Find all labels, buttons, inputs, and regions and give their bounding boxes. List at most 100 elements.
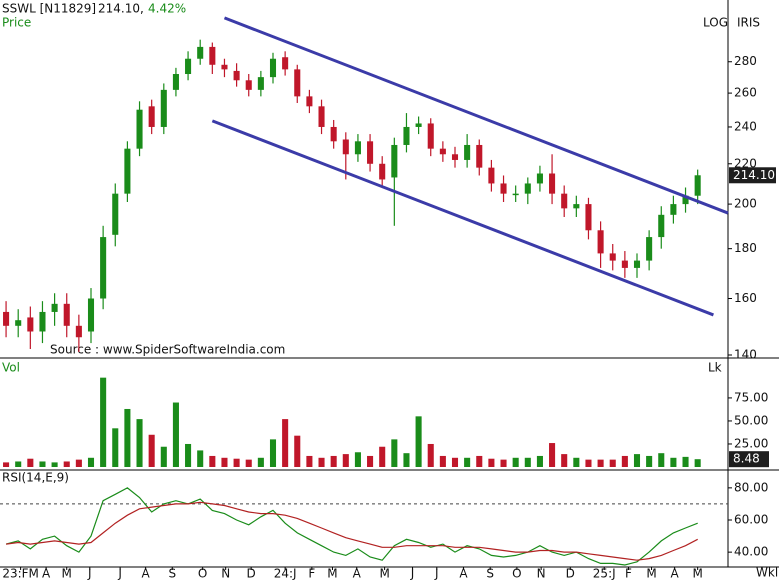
volume-bar	[658, 453, 665, 467]
volume-bar	[670, 457, 677, 467]
quote: 214.10,	[98, 2, 144, 16]
y-tick-label: 180	[734, 241, 757, 255]
trend-line	[211, 119, 714, 317]
candle-body	[427, 123, 434, 149]
trend-line	[223, 16, 729, 215]
panel-label: Price	[2, 16, 31, 30]
candle-body	[342, 139, 349, 155]
volume-bar	[561, 454, 568, 467]
y-tick-label: 80.00	[734, 480, 768, 494]
candle-body	[367, 141, 374, 164]
volume-bar	[75, 459, 82, 467]
volume-bar	[197, 450, 204, 467]
volume-bar	[512, 457, 519, 467]
volume-bar	[87, 457, 95, 467]
candle-body	[391, 144, 398, 178]
volume-bar	[476, 455, 483, 467]
volume-bar	[464, 457, 471, 467]
x-tick-label: 25:J	[593, 567, 616, 581]
candle-body	[51, 303, 58, 312]
candle-body	[646, 237, 653, 261]
y-tick-label: 240	[734, 119, 757, 133]
candle-body	[39, 311, 46, 332]
volume-bar	[597, 459, 604, 467]
volume-bar	[403, 453, 410, 467]
volume-bar	[451, 457, 459, 467]
volume-bar	[282, 419, 289, 467]
candle-body	[245, 80, 252, 90]
candle-body	[658, 214, 665, 238]
volume-bar	[609, 459, 616, 467]
candle-body	[209, 46, 216, 65]
last-volume-label: 8.48	[733, 452, 760, 466]
volume-bar	[633, 454, 641, 467]
volume-bar	[585, 459, 592, 467]
x-tick-label: J	[117, 567, 122, 581]
volume-bar	[646, 455, 653, 467]
candle-body	[464, 144, 471, 160]
y-tick-label: 280	[734, 54, 757, 68]
volume-bar	[354, 452, 361, 467]
volume-bar	[100, 377, 107, 467]
volume-bar	[439, 455, 446, 467]
rsi-line	[5, 487, 698, 566]
candle-body	[136, 109, 143, 149]
x-tick-label: F	[308, 567, 315, 581]
volume-bar	[39, 461, 46, 467]
candle-body	[27, 317, 34, 332]
candle-body	[282, 57, 289, 70]
volume-bar	[488, 458, 495, 467]
x-tick-label: D	[247, 567, 256, 581]
volume-bar	[3, 462, 10, 467]
candle-body	[573, 204, 580, 209]
volume-bar	[112, 428, 119, 467]
candle-body	[403, 126, 410, 145]
candle-body	[306, 96, 313, 107]
candle-body	[257, 77, 264, 90]
candle-body	[670, 204, 677, 215]
volume-bar	[330, 455, 337, 467]
volume-bar	[245, 459, 252, 467]
candle-body	[512, 193, 519, 196]
volume-bar	[682, 456, 689, 467]
x-tick-label: O	[512, 567, 521, 581]
candle-body	[585, 204, 592, 231]
volume-bar	[621, 455, 628, 467]
candle-body	[197, 46, 204, 59]
candle-body	[185, 58, 192, 75]
candle-body	[233, 70, 240, 81]
last-price-box	[729, 167, 776, 184]
candle-body	[318, 106, 325, 127]
volume-bar	[51, 462, 58, 467]
volume-bar	[342, 454, 349, 467]
volume-bar	[269, 439, 277, 467]
candle-body	[75, 325, 82, 338]
iris-label: IRIS	[737, 16, 760, 30]
x-tick-label: J	[87, 567, 92, 581]
volume-bar	[15, 461, 22, 467]
volume-bar	[694, 459, 701, 467]
volume-bar	[379, 446, 386, 467]
candle-body	[294, 69, 301, 97]
volume-bar	[391, 439, 398, 467]
x-tick-label: A	[141, 567, 150, 581]
x-tick-label: N	[221, 567, 230, 581]
x-tick-label: M	[692, 567, 702, 581]
candle-body	[621, 260, 628, 268]
candle-body	[330, 126, 337, 142]
candle-body	[609, 253, 616, 261]
candle-body	[269, 58, 277, 78]
y-tick-label: 140	[734, 348, 757, 362]
candle-body	[63, 303, 70, 326]
x-tick-label: A	[459, 567, 468, 581]
candle-body	[549, 173, 556, 194]
volume-bar	[160, 446, 167, 467]
x-tick-label: M	[379, 567, 389, 581]
volume-bar	[549, 443, 556, 467]
volume-bar	[185, 443, 192, 467]
candle-body	[476, 144, 483, 168]
candle-body	[524, 183, 531, 194]
volume-bar	[257, 457, 264, 467]
panel-label: Vol	[2, 361, 20, 375]
